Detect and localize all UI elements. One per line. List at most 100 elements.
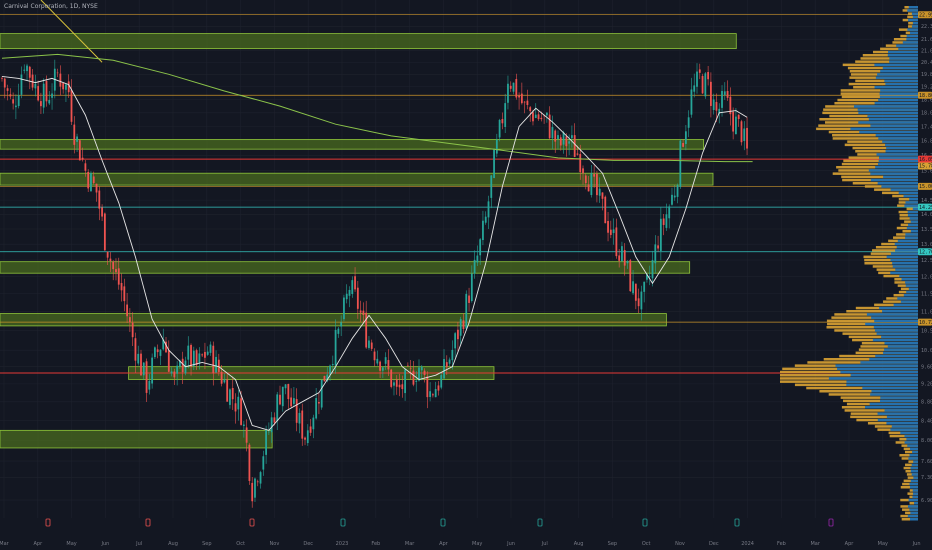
candle-body xyxy=(468,295,470,303)
time-tick-label: Apr xyxy=(33,541,43,547)
candle-body xyxy=(318,402,320,404)
candle-body xyxy=(621,246,623,262)
vp-bar-total xyxy=(837,98,918,102)
time-tick-label: Jul xyxy=(135,541,142,547)
candle-body xyxy=(251,482,254,502)
candle-body xyxy=(729,96,732,115)
candle-body xyxy=(320,379,323,408)
vp-bar-up xyxy=(878,137,918,140)
candle-body xyxy=(640,291,643,310)
candle-body xyxy=(390,369,393,387)
candle-body xyxy=(601,192,604,199)
time-tick-label: May xyxy=(472,541,482,547)
candle-body xyxy=(173,371,176,378)
vp-bar-total xyxy=(855,60,918,63)
vp-bar-total xyxy=(906,207,918,211)
candle-body xyxy=(406,365,409,367)
vp-bar-up xyxy=(882,140,918,143)
candle-body xyxy=(690,89,693,115)
candle-body xyxy=(576,153,579,155)
candle-body xyxy=(220,371,223,384)
chart-title: Carnival Corporation, 1D, NYSE xyxy=(4,3,98,10)
vp-bar-up xyxy=(910,479,918,483)
ma-short-line xyxy=(1,75,748,431)
vp-bar-total xyxy=(902,230,918,233)
event-marker-1 xyxy=(145,518,151,527)
candle-body xyxy=(637,298,640,307)
vp-bar-up xyxy=(881,185,918,188)
candle-body xyxy=(646,274,648,280)
candle-body xyxy=(651,260,654,279)
vp-bar-up xyxy=(907,18,918,22)
vp-bar-up xyxy=(905,233,918,236)
candle-body xyxy=(128,317,131,323)
vp-bar-up xyxy=(884,409,918,412)
candles xyxy=(1,59,748,508)
candle-body xyxy=(615,227,618,257)
price-tick-label: 12.00 xyxy=(921,274,932,280)
candle-body xyxy=(34,83,37,89)
vp-bar-total xyxy=(780,374,918,377)
candle-body xyxy=(231,387,234,400)
candle-body xyxy=(368,340,370,348)
vp-bar-up xyxy=(905,284,918,287)
candle-body xyxy=(618,255,621,261)
moving-averages xyxy=(1,53,753,431)
vp-bar-up xyxy=(885,82,918,86)
candle-body xyxy=(484,216,487,223)
vp-bar-up xyxy=(874,102,918,105)
vp-bar-total xyxy=(909,502,918,505)
candle-body xyxy=(534,114,537,119)
vp-bar-total xyxy=(819,390,918,393)
price-tag-bg xyxy=(918,318,932,326)
vp-bar-up xyxy=(886,255,918,259)
candle-body xyxy=(73,124,76,145)
candle-body xyxy=(487,201,490,218)
candle-body xyxy=(262,456,265,470)
vp-bar-up xyxy=(850,127,918,131)
event-marker-0 xyxy=(45,518,51,527)
candle-body xyxy=(298,412,301,424)
vp-bar-up xyxy=(896,44,918,47)
time-axis[interactable]: Mar Apr May Jun Jul Aug Sep Oct Nov Dec 2023 Feb Mar… xyxy=(0,541,921,547)
vp-bar-up xyxy=(878,159,918,163)
candle-body xyxy=(557,135,559,139)
candle-body xyxy=(634,283,637,301)
vp-bar-up xyxy=(883,175,918,179)
time-tick-label: Nov xyxy=(270,541,280,547)
price-tag-18.80: 18.80 xyxy=(919,93,932,99)
candle-body xyxy=(623,250,626,266)
candle-body xyxy=(479,239,482,256)
vp-bar-total xyxy=(840,396,918,399)
event-marker-5 xyxy=(537,518,543,527)
candle-body xyxy=(643,281,646,292)
vp-bar-up xyxy=(910,220,918,223)
candle-body xyxy=(45,80,48,102)
vp-bar-total xyxy=(898,198,918,201)
vp-bar-up xyxy=(912,15,918,19)
vp-bar-up xyxy=(907,514,918,518)
candle-body xyxy=(665,214,668,228)
vp-bar-up xyxy=(909,454,918,457)
vp-bar-up xyxy=(906,226,918,230)
event-marker-6 xyxy=(642,518,648,527)
vp-bar-up xyxy=(896,246,918,249)
vp-bar-up xyxy=(877,73,918,76)
candle-body xyxy=(495,139,498,154)
candle-body xyxy=(20,74,23,95)
vp-bar-up xyxy=(880,89,918,92)
candle-body xyxy=(267,431,270,433)
candle-body xyxy=(195,350,198,366)
price-tick-label: 6.90 xyxy=(921,498,932,504)
candle-body xyxy=(362,310,365,316)
vp-bar-up xyxy=(874,63,918,67)
vp-bar-up xyxy=(879,156,918,159)
price-tick-label: 14.00 xyxy=(921,212,932,218)
vp-bar-up xyxy=(907,28,918,31)
price-axis[interactable]: 23.0022.3021.6021.0020.4019.8019.2018.60… xyxy=(921,12,932,504)
vp-bar-up xyxy=(907,210,918,214)
candle-body xyxy=(309,426,312,433)
vp-bar-total xyxy=(818,124,918,127)
event-marker-3 xyxy=(340,518,346,527)
